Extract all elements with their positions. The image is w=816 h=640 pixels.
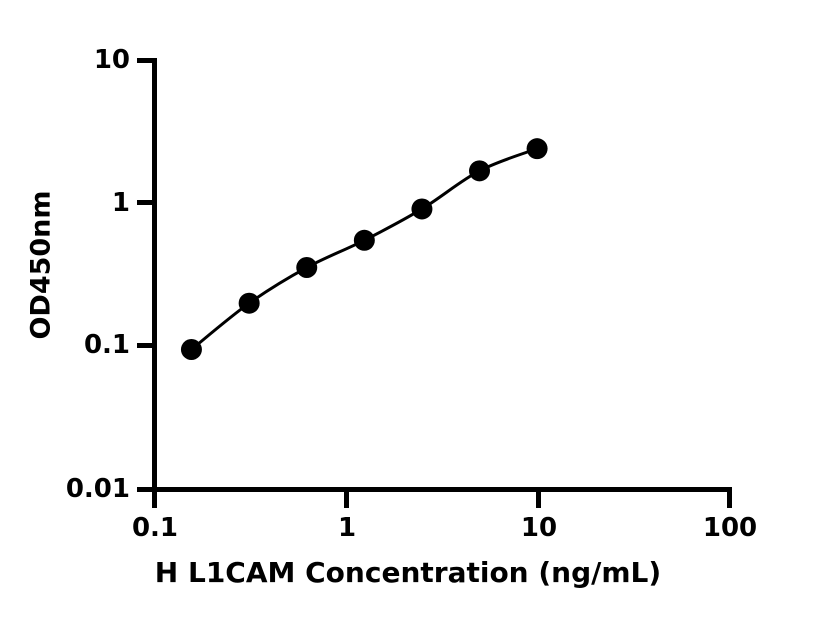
series-markers bbox=[180, 138, 548, 360]
y-tick-label-10: 10 bbox=[93, 45, 130, 75]
data-point bbox=[353, 229, 375, 251]
data-point bbox=[411, 198, 433, 220]
y-tick-0.1 bbox=[137, 343, 153, 348]
data-point bbox=[180, 338, 202, 360]
data-point bbox=[469, 160, 491, 182]
data-point bbox=[238, 292, 260, 314]
x-tick-0.1 bbox=[152, 492, 157, 508]
x-tick-label-100: 100 bbox=[702, 513, 758, 543]
x-tick-100 bbox=[727, 492, 732, 508]
x-tick-label-10: 10 bbox=[520, 513, 558, 543]
y-tick-label-1: 1 bbox=[111, 188, 130, 218]
data-point bbox=[296, 257, 318, 279]
y-tick-10 bbox=[137, 58, 153, 63]
x-axis-line bbox=[152, 487, 732, 492]
y-tick-0.01 bbox=[137, 487, 153, 492]
y-tick-label-0.01: 0.01 bbox=[65, 474, 130, 504]
x-tick-label-1: 1 bbox=[337, 513, 357, 543]
x-tick-1 bbox=[344, 492, 349, 508]
y-axis-line bbox=[152, 58, 157, 492]
y-tick-label-0.1: 0.1 bbox=[83, 330, 130, 360]
x-tick-10 bbox=[536, 492, 541, 508]
x-axis-label: H L1CAM Concentration (ng/mL) bbox=[154, 556, 662, 589]
y-tick-1 bbox=[137, 200, 153, 205]
data-point bbox=[526, 138, 548, 160]
x-tick-label-0.1: 0.1 bbox=[131, 513, 179, 543]
